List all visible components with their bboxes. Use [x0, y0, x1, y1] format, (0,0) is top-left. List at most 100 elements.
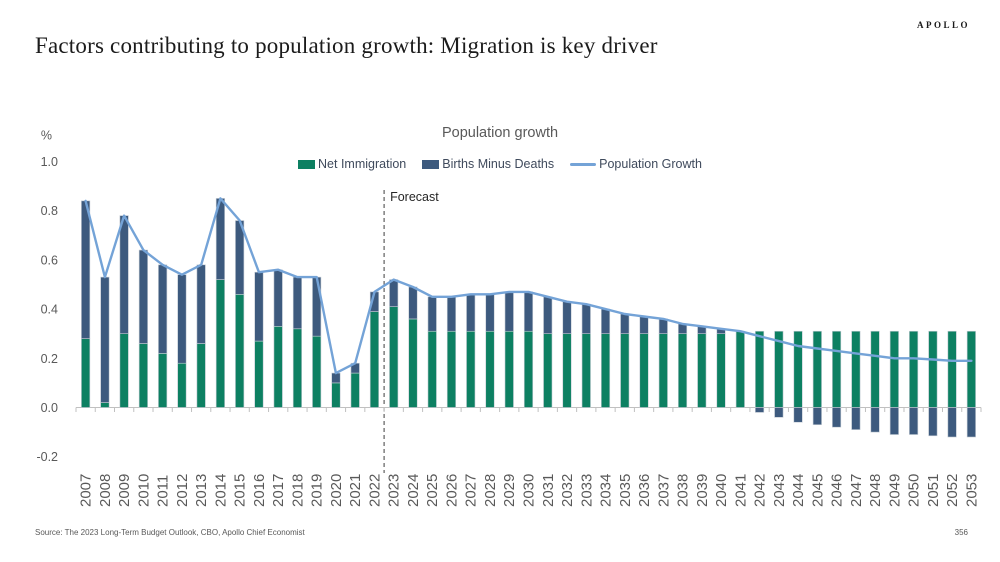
x-tick-label-2022: 2022 [366, 474, 383, 507]
bar-births-minus-deaths-2048 [870, 407, 880, 433]
x-tick-label-2031: 2031 [540, 474, 557, 507]
bar-births-minus-deaths-2031 [543, 296, 553, 334]
bar-net-immigration-2033 [581, 333, 591, 408]
bar-net-immigration-2024 [408, 318, 418, 408]
y-tick-label: 0.8 [41, 204, 58, 218]
x-tick-label-2048: 2048 [867, 474, 884, 507]
bar-net-immigration-2052 [947, 330, 957, 408]
x-tick-label-2039: 2039 [694, 474, 711, 507]
x-tick-label-2008: 2008 [97, 474, 114, 507]
page-number: 356 [954, 528, 968, 537]
legend-label: Net Immigration [318, 157, 407, 171]
legend-item-births-minus-deaths: Births Minus Deaths [422, 157, 554, 171]
bar-net-immigration-2012 [177, 362, 187, 408]
bar-births-minus-deaths-2045 [812, 407, 822, 426]
bar-births-minus-deaths-2009 [119, 215, 129, 334]
bar-births-minus-deaths-2032 [562, 301, 572, 335]
bar-net-immigration-2018 [292, 328, 302, 408]
bar-net-immigration-2044 [793, 330, 803, 408]
x-tick-label-2010: 2010 [135, 474, 152, 507]
legend-label: Births Minus Deaths [442, 157, 555, 171]
bar-net-immigration-2028 [485, 330, 495, 408]
x-tick-label-2046: 2046 [829, 474, 846, 507]
bar-net-immigration-2035 [620, 333, 630, 408]
bar-net-immigration-2021 [350, 372, 360, 408]
bar-net-immigration-2017 [273, 326, 283, 408]
legend-color-swatch [298, 159, 316, 169]
bar-net-immigration-2032 [562, 333, 572, 408]
bar-births-minus-deaths-2037 [658, 318, 668, 335]
x-tick-label-2030: 2030 [521, 474, 538, 507]
bar-net-immigration-2037 [658, 333, 668, 408]
x-tick-label-2019: 2019 [309, 474, 326, 507]
x-tick-label-2033: 2033 [578, 474, 595, 507]
bar-births-minus-deaths-2027 [466, 294, 476, 332]
x-tick-label-2023: 2023 [386, 474, 403, 507]
x-tick-label-2053: 2053 [963, 474, 980, 507]
y-tick-label: 1.0 [41, 155, 58, 169]
bar-net-immigration-2036 [639, 333, 649, 408]
x-tick-label-2041: 2041 [732, 474, 749, 507]
bar-net-immigration-2013 [196, 343, 206, 408]
x-tick-label-2025: 2025 [424, 474, 441, 507]
x-tick-label-2045: 2045 [809, 474, 826, 507]
x-tick-label-2036: 2036 [636, 474, 653, 507]
bar-net-immigration-2027 [466, 330, 476, 408]
bar-net-immigration-2010 [138, 343, 148, 408]
x-tick-label-2016: 2016 [251, 474, 268, 507]
bar-net-immigration-2020 [331, 382, 341, 408]
x-tick-label-2034: 2034 [598, 474, 615, 507]
bar-births-minus-deaths-2052 [947, 407, 957, 438]
bar-net-immigration-2016 [254, 340, 264, 408]
bar-net-immigration-2046 [832, 330, 842, 408]
bar-births-minus-deaths-2050 [909, 407, 919, 435]
source-note: Source: The 2023 Long-Term Budget Outloo… [35, 528, 305, 537]
x-tick-label-2032: 2032 [559, 474, 576, 507]
x-tick-label-2017: 2017 [270, 474, 287, 507]
bar-net-immigration-2019 [312, 335, 322, 408]
bar-net-immigration-2051 [928, 330, 938, 408]
bar-births-minus-deaths-2023 [389, 279, 399, 307]
bar-net-immigration-2022 [369, 311, 380, 408]
x-tick-label-2011: 2011 [155, 475, 172, 507]
x-tick-label-2007: 2007 [78, 474, 95, 507]
x-tick-label-2015: 2015 [232, 474, 249, 507]
chart-legend: Net Immigration Births Minus Deaths Popula… [0, 157, 1000, 171]
bar-net-immigration-2026 [446, 330, 457, 408]
bar-births-minus-deaths-2046 [832, 407, 842, 428]
apollo-logo: APOLLO [916, 20, 970, 30]
bar-net-immigration-2041 [735, 330, 745, 408]
x-tick-label-2050: 2050 [906, 474, 923, 507]
bar-net-immigration-2050 [909, 330, 919, 408]
x-tick-label-2047: 2047 [848, 474, 865, 507]
bar-net-immigration-2040 [716, 333, 726, 408]
bar-births-minus-deaths-2043 [774, 407, 784, 418]
bar-births-minus-deaths-2029 [504, 291, 514, 332]
bar-births-minus-deaths-2034 [600, 308, 611, 335]
x-tick-label-2029: 2029 [501, 474, 518, 507]
bar-births-minus-deaths-2018 [292, 276, 302, 330]
bar-net-immigration-2042 [755, 330, 765, 408]
bar-net-immigration-2048 [870, 330, 880, 408]
bar-net-immigration-2030 [523, 330, 534, 408]
bar-births-minus-deaths-2030 [523, 291, 534, 332]
x-tick-label-2035: 2035 [617, 474, 634, 507]
legend-line-swatch [570, 162, 597, 166]
bar-net-immigration-2011 [158, 353, 168, 408]
slide-title: Factors contributing to population growt… [35, 33, 658, 58]
population-growth-line [84, 197, 973, 375]
x-tick-label-2013: 2013 [193, 474, 210, 507]
x-tick-label-2037: 2037 [655, 474, 672, 507]
bar-net-immigration-2008 [100, 402, 110, 408]
y-tick-label: 0.6 [41, 253, 58, 267]
legend-label: Population Growth [599, 157, 702, 171]
bar-births-minus-deaths-2017 [273, 269, 283, 327]
bar-births-minus-deaths-2011 [158, 264, 168, 354]
x-tick-label-2020: 2020 [328, 474, 345, 507]
bar-births-minus-deaths-2047 [851, 407, 861, 430]
bar-births-minus-deaths-2036 [639, 316, 649, 335]
bar-net-immigration-2045 [812, 330, 822, 408]
chart-title: Population growth [441, 125, 559, 141]
bar-births-minus-deaths-2026 [446, 296, 457, 332]
bar-net-immigration-2031 [543, 333, 553, 408]
